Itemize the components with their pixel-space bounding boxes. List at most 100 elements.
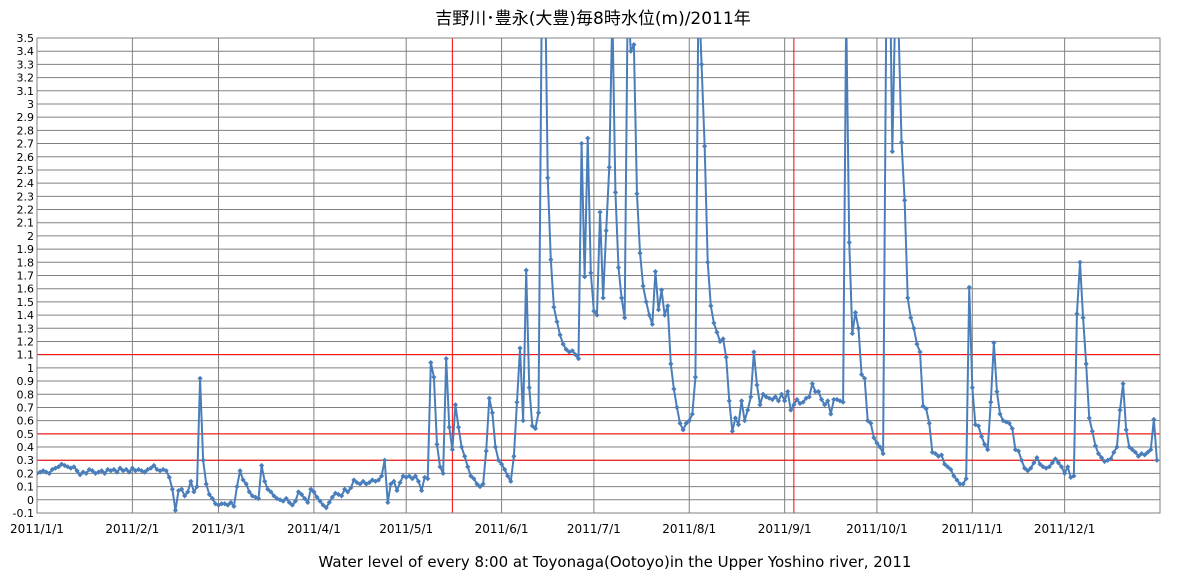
- data-point: [788, 407, 794, 413]
- data-point: [908, 315, 914, 321]
- data-point: [683, 420, 689, 426]
- data-point: [997, 411, 1003, 417]
- data-point: [1058, 464, 1065, 470]
- data-point: [926, 420, 932, 426]
- data-point: [203, 481, 209, 487]
- y-tick-label: 1.7: [17, 270, 35, 283]
- data-point: [369, 477, 375, 483]
- data-point: [200, 457, 206, 463]
- y-tick-label: 2.3: [17, 190, 35, 203]
- data-point: [286, 499, 292, 506]
- data-point: [840, 399, 846, 405]
- data-point: [305, 499, 311, 506]
- data-point: [502, 466, 508, 473]
- data-point: [86, 466, 92, 473]
- data-point: [366, 480, 372, 486]
- data-point: [255, 495, 262, 502]
- data-point: [643, 299, 649, 305]
- data-point: [194, 484, 200, 490]
- data-point: [262, 478, 268, 484]
- data-point: [126, 469, 132, 475]
- data-point: [415, 478, 422, 484]
- y-tick-label: 1: [27, 362, 34, 375]
- data-point: [828, 411, 834, 417]
- data-point: [477, 484, 483, 490]
- data-point: [578, 140, 585, 147]
- data-point: [569, 348, 575, 354]
- data-point: [492, 444, 499, 450]
- data-point: [265, 486, 271, 492]
- data-point: [326, 499, 332, 506]
- data-point: [483, 448, 489, 454]
- data-point: [923, 406, 929, 412]
- data-point: [846, 239, 852, 246]
- data-point: [942, 461, 948, 467]
- data-point: [535, 410, 542, 416]
- data-point: [732, 415, 739, 421]
- data-point: [418, 487, 425, 494]
- data-point: [1151, 416, 1157, 422]
- data-point: [529, 423, 535, 429]
- data-point: [40, 468, 46, 474]
- y-tick-label: 1.9: [17, 243, 35, 256]
- data-point: [809, 381, 815, 387]
- data-point: [889, 148, 895, 155]
- data-point: [1065, 464, 1071, 470]
- x-tick-label: 2011/7/1: [567, 522, 621, 536]
- data-point: [677, 420, 683, 426]
- data-point: [818, 396, 825, 403]
- data-point: [1142, 452, 1148, 458]
- data-point: [157, 468, 163, 474]
- data-point: [717, 338, 723, 345]
- data-point: [625, 0, 630, 1]
- data-point: [111, 466, 117, 473]
- data-point: [148, 465, 154, 471]
- data-point: [982, 441, 988, 447]
- data-point: [280, 498, 286, 504]
- data-point: [754, 382, 760, 388]
- data-point: [1022, 465, 1028, 471]
- data-point: [182, 493, 188, 499]
- data-point: [686, 418, 692, 424]
- data-point: [914, 341, 920, 347]
- y-tick-label: 1.6: [17, 283, 35, 296]
- data-point: [403, 474, 409, 480]
- data-point: [893, 0, 898, 1]
- y-tick-label: 0.9: [17, 375, 35, 388]
- data-point: [612, 189, 619, 195]
- data-point: [486, 395, 492, 401]
- y-tick-label: 3.5: [17, 32, 35, 45]
- data-point: [43, 469, 49, 475]
- data-point: [474, 481, 480, 487]
- data-point: [1148, 447, 1154, 453]
- data-point: [166, 474, 172, 480]
- data-point: [434, 441, 440, 447]
- data-point: [443, 356, 449, 362]
- data-point: [775, 398, 782, 404]
- data-point: [314, 494, 320, 500]
- data-point: [114, 469, 120, 475]
- data-point: [123, 466, 129, 473]
- data-point: [329, 494, 335, 500]
- data-point: [295, 489, 302, 495]
- data-point: [283, 495, 289, 502]
- data-point: [1086, 415, 1092, 421]
- data-point: [1092, 443, 1098, 449]
- data-point: [742, 418, 748, 424]
- data-point: [1028, 465, 1034, 471]
- data-point: [520, 418, 526, 424]
- data-point: [139, 468, 145, 474]
- data-point: [102, 470, 108, 477]
- y-tick-label: 2.6: [17, 151, 35, 164]
- data-point: [1126, 444, 1132, 450]
- data-point: [763, 394, 769, 400]
- data-point: [409, 476, 415, 482]
- data-point: [406, 473, 412, 479]
- y-tick-label: 2.7: [17, 138, 35, 151]
- data-point: [323, 505, 329, 511]
- y-tick-label: 0.7: [17, 401, 35, 414]
- data-point: [729, 428, 735, 434]
- x-tick-label: 2011/1/1: [10, 522, 64, 536]
- data-point: [163, 468, 169, 474]
